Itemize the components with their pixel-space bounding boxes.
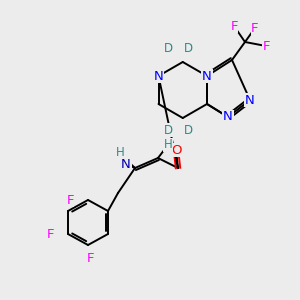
Text: N: N (121, 158, 131, 170)
Text: N: N (245, 94, 255, 106)
Text: F: F (251, 22, 259, 34)
Text: D: D (184, 124, 193, 136)
Text: D: D (164, 124, 173, 136)
Text: N: N (202, 70, 212, 83)
Text: D: D (184, 41, 193, 55)
Text: F: F (66, 194, 74, 206)
Text: N: N (154, 70, 164, 83)
Text: F: F (262, 40, 270, 52)
Text: F: F (46, 227, 54, 241)
Text: D: D (164, 41, 173, 55)
Text: O: O (171, 143, 181, 157)
Text: F: F (230, 20, 238, 32)
Text: H: H (116, 148, 124, 160)
Text: N: N (223, 110, 233, 124)
Text: H: H (164, 139, 172, 152)
Text: H: H (164, 139, 172, 152)
Text: H: H (116, 146, 124, 158)
Text: F: F (87, 253, 95, 266)
